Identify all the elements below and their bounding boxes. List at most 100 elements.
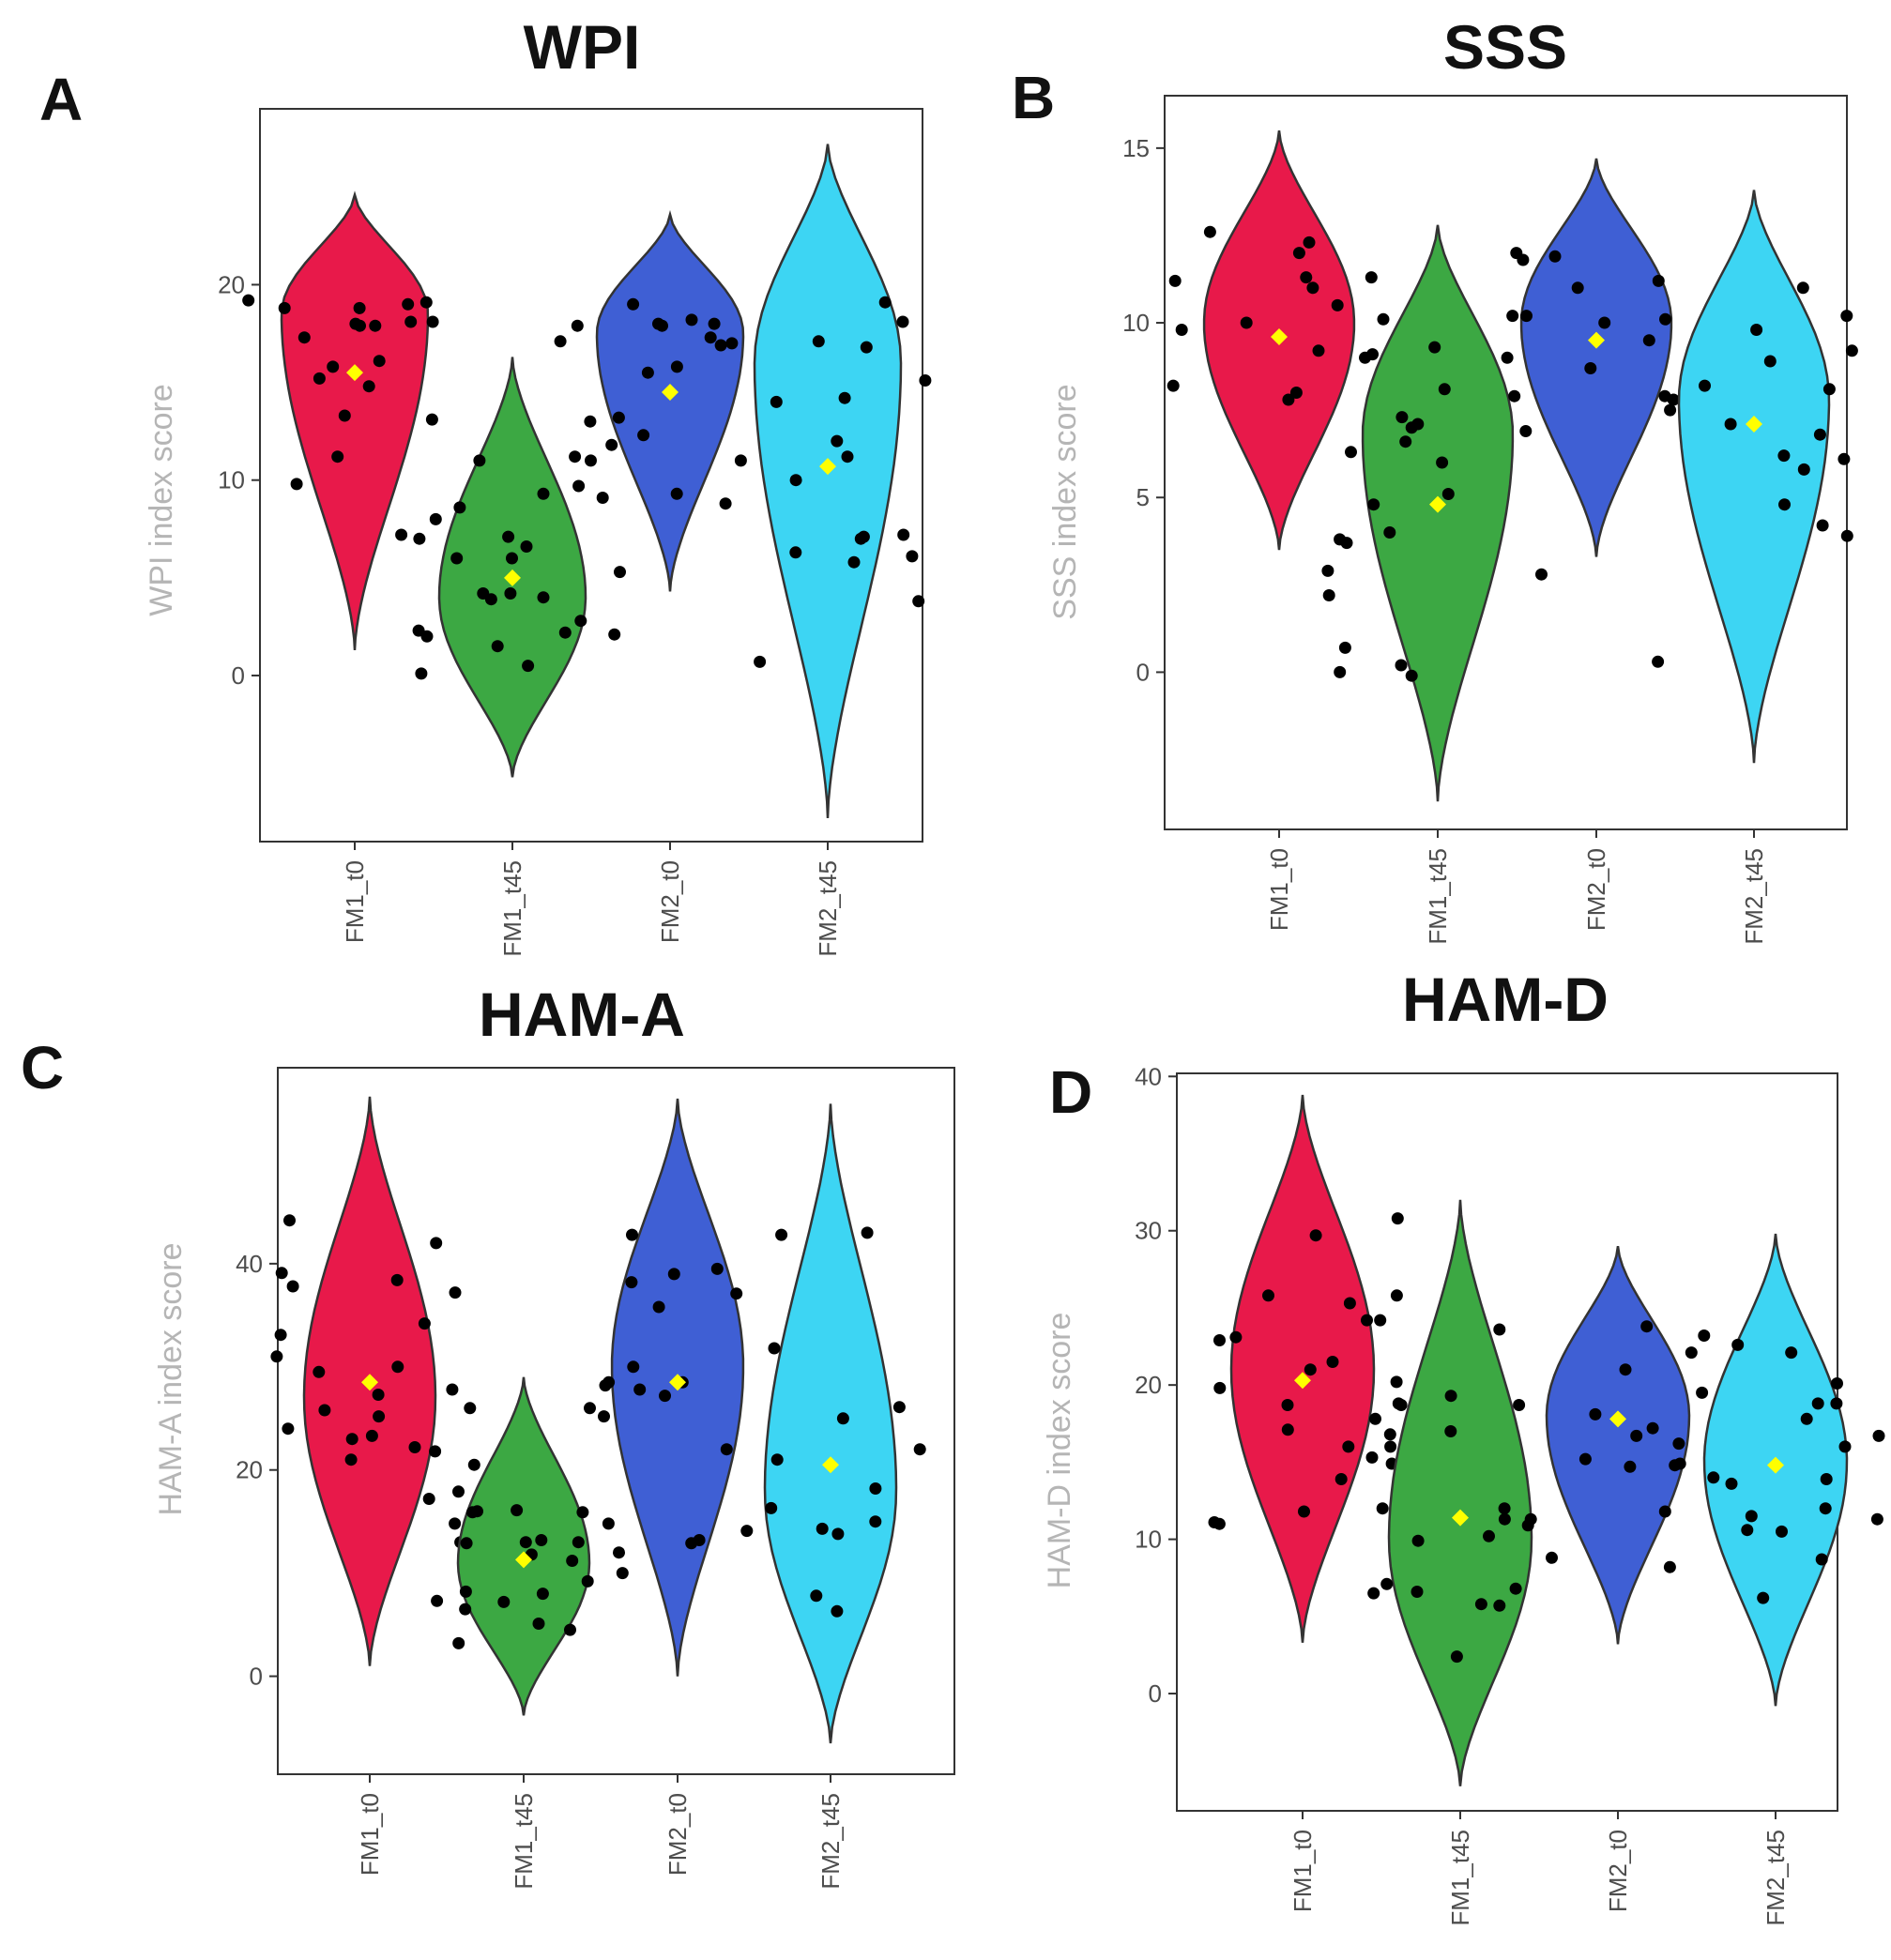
- x-tick-label: FM1_t0: [1289, 1830, 1317, 1912]
- data-point: [861, 1226, 874, 1239]
- data-point: [598, 1410, 610, 1423]
- data-point: [1366, 348, 1379, 361]
- data-point: [1369, 1412, 1381, 1425]
- panel-A: A WPI WPI index score 0 10 20 FM1_t0 FM1_t45 FM2…: [39, 12, 932, 957]
- data-point: [282, 1422, 295, 1436]
- x-tick-label: FM1_t0: [1265, 848, 1293, 931]
- y-axis-label: SSS index score: [1047, 384, 1083, 619]
- data-point: [1578, 1452, 1592, 1466]
- data-point: [1652, 274, 1665, 287]
- data-point: [836, 1412, 849, 1425]
- data-point: [625, 1276, 638, 1289]
- data-point: [1652, 655, 1665, 668]
- data-point: [372, 1389, 385, 1401]
- data-point: [1334, 665, 1347, 678]
- data-point: [770, 1453, 784, 1466]
- chart-title: WPI: [524, 12, 641, 82]
- data-point: [1365, 271, 1378, 284]
- data-point: [608, 628, 621, 641]
- data-point: [912, 595, 925, 608]
- data-point: [1376, 1502, 1389, 1515]
- data-point: [1831, 1377, 1843, 1390]
- data-point: [913, 1443, 926, 1456]
- chart-title: HAM-A: [479, 980, 685, 1049]
- data-point: [504, 587, 517, 600]
- data-point: [1840, 529, 1853, 542]
- data-point: [571, 319, 584, 332]
- data-point: [331, 450, 344, 463]
- data-point: [1642, 334, 1655, 347]
- violin-FM2_t45: [763, 1103, 898, 1744]
- data-point: [354, 319, 366, 332]
- data-point: [1436, 456, 1449, 469]
- data-point: [860, 341, 873, 354]
- data-point: [1845, 344, 1858, 357]
- data-point: [535, 1534, 548, 1546]
- data-point: [1535, 568, 1548, 581]
- data-point: [816, 1522, 829, 1535]
- data-point: [1300, 271, 1313, 284]
- data-point: [1506, 310, 1519, 323]
- data-point: [519, 1536, 532, 1549]
- data-point: [670, 360, 683, 373]
- data-point: [345, 1433, 358, 1446]
- data-point: [449, 1517, 462, 1530]
- x-tick-label: FM1_t0: [341, 860, 369, 943]
- y-tick-label: 0: [1149, 1679, 1162, 1708]
- data-point: [847, 555, 861, 569]
- data-point: [429, 1445, 442, 1458]
- data-point: [602, 1375, 616, 1389]
- data-point: [710, 1262, 724, 1275]
- data-point: [704, 331, 717, 344]
- data-point: [906, 550, 919, 563]
- violin-FM1_t0: [280, 190, 430, 650]
- data-point: [1326, 1356, 1339, 1368]
- data-point: [1685, 1346, 1698, 1360]
- data-point: [775, 1228, 788, 1241]
- plot-frame: [259, 108, 923, 843]
- data-point: [1281, 1423, 1294, 1436]
- data-point: [344, 1453, 358, 1466]
- data-point: [1776, 1525, 1788, 1538]
- x-tick-label: FM2_t0: [663, 1793, 692, 1876]
- data-point: [511, 1504, 524, 1517]
- data-point: [1312, 344, 1325, 357]
- data-point: [1517, 253, 1530, 266]
- data-point: [426, 315, 439, 328]
- data-point: [1815, 1553, 1828, 1566]
- data-point: [1822, 383, 1836, 396]
- data-point: [497, 1595, 511, 1608]
- data-point: [1816, 519, 1829, 532]
- data-point: [1658, 389, 1671, 403]
- data-point: [1624, 1460, 1637, 1473]
- data-point: [536, 1588, 549, 1601]
- data-point: [290, 478, 303, 491]
- data-point: [765, 1501, 778, 1514]
- data-point: [1343, 1297, 1356, 1310]
- data-point: [431, 1594, 444, 1607]
- data-point: [520, 540, 533, 553]
- data-point: [1175, 324, 1188, 336]
- data-point: [286, 1280, 299, 1293]
- data-point: [1646, 1421, 1659, 1435]
- data-point: [1321, 564, 1334, 577]
- data-point: [537, 487, 550, 500]
- data-point: [584, 415, 597, 428]
- data-point: [1589, 1407, 1602, 1421]
- mean-marker: [822, 1456, 839, 1474]
- data-point: [1630, 1429, 1643, 1442]
- data-point: [1361, 1314, 1373, 1327]
- data-point: [1365, 1451, 1379, 1464]
- y-tick-label: 40: [1135, 1062, 1162, 1090]
- data-point: [429, 512, 442, 525]
- mean-marker: [669, 1374, 686, 1391]
- y-tick-label: 10: [1122, 309, 1150, 337]
- data-point: [1309, 1229, 1322, 1242]
- data-point: [1367, 498, 1380, 511]
- data-point: [1384, 1440, 1397, 1453]
- data-point: [585, 454, 597, 467]
- data-point: [878, 296, 892, 309]
- panel-B: B SSS SSS index score 0 5 10 15 FM1_t0 FM1_t45 FM…: [1012, 12, 1858, 945]
- data-point: [1584, 362, 1597, 374]
